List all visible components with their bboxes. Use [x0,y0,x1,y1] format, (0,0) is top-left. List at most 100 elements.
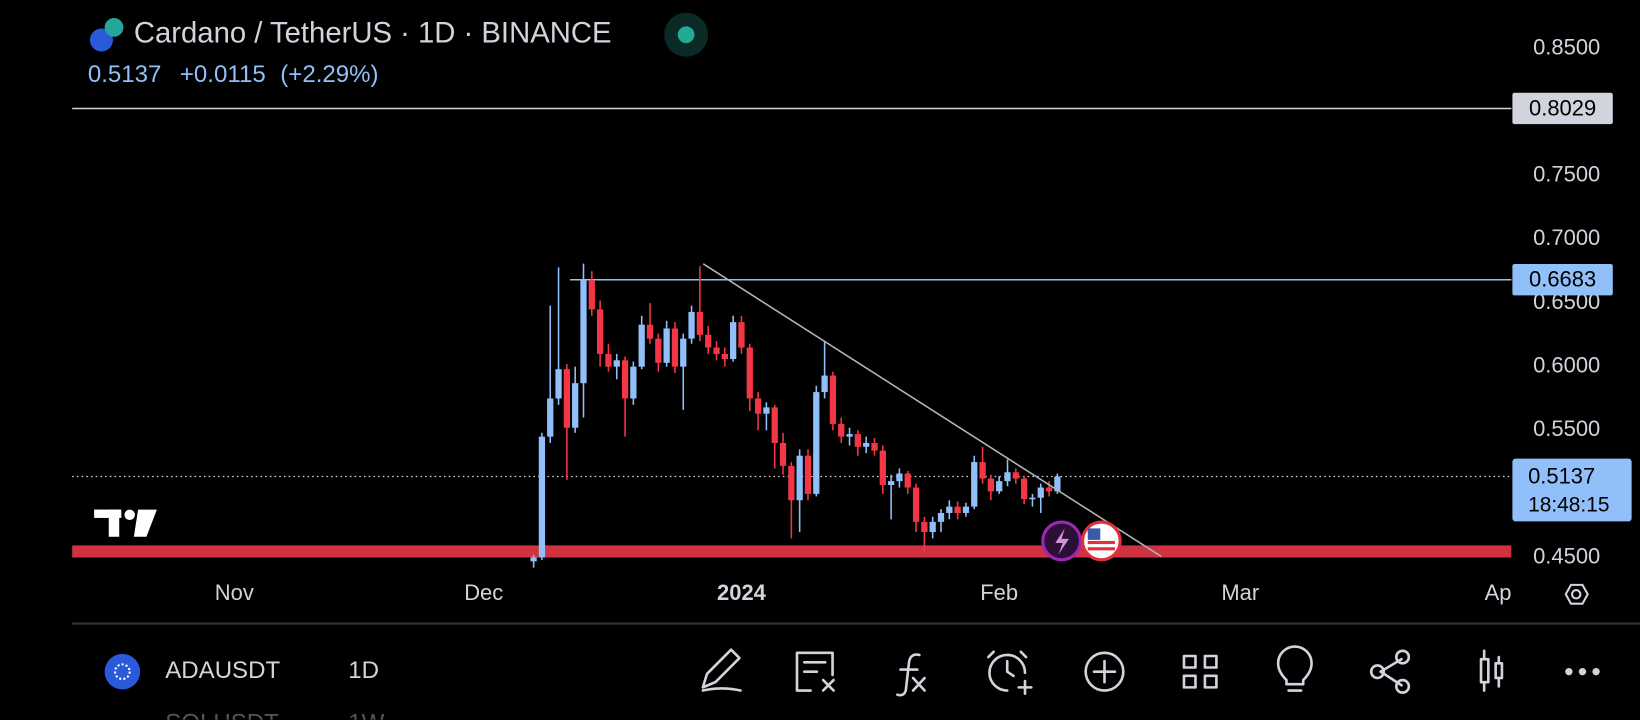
candle-body [937,512,945,522]
event-icon-bolt [1055,528,1069,555]
notes-tool[interactable] [795,651,835,692]
more-menu[interactable] [1565,668,1600,676]
candle-body [596,309,604,354]
add-tool[interactable] [1084,651,1125,692]
candle-body [1004,472,1011,482]
candle-body [613,360,620,367]
candle-body [962,506,970,513]
candle-body [821,375,828,393]
candle-body [530,557,537,562]
candle-body [846,434,853,437]
share-node [1369,664,1386,680]
last-price-box [1512,458,1632,522]
candle-body [996,481,1003,492]
x-tick-label: 2024 [717,580,767,605]
candle-body [547,398,554,437]
candle-body [1029,497,1036,500]
price-change: +0.0115 [180,61,266,88]
candle-body [638,324,645,367]
y-tick-label: 0.7500 [1533,162,1600,187]
candle-body [838,423,845,437]
candle-body [912,487,920,522]
watchlist-interval: 4h [348,603,375,630]
chart-type-tool[interactable] [1479,649,1504,692]
watchlist-interval: 1W [348,709,384,720]
y-tick-label: 0.6000 [1533,352,1600,377]
support-zone [72,545,1512,558]
candle-body [987,478,995,492]
candle-body [588,280,595,310]
candle-body [713,347,720,354]
candle-body [630,366,637,399]
countdown: 18:48:15 [1528,493,1609,516]
candle-body [804,455,812,494]
y-tick-label: 0.5500 [1533,416,1600,441]
market-status-dot [677,26,695,44]
y-tick-label: 0.8500 [1533,34,1600,59]
candle-body [879,450,886,485]
candle-body [929,521,936,533]
candle-body [813,392,820,494]
y-tick-label: 0.4500 [1533,543,1600,568]
tv-logo [94,509,157,537]
candle-body [754,398,762,414]
x-tick-label: Mar [1221,580,1259,605]
candle-body [771,407,778,443]
plot: 0.45000.50000.55000.60000.65000.70000.75… [72,34,1632,605]
candle-body [871,442,878,451]
candle-body [655,338,662,363]
share-node [1394,649,1411,665]
add-plus [1092,659,1117,684]
candle-body [696,311,704,335]
layout-tool[interactable] [1182,654,1218,689]
last-price: 0.5137 [88,61,162,88]
candle-body [746,347,753,399]
watchlist-symbol[interactable]: MATICUSDT [165,603,304,630]
candle-body [1037,487,1044,498]
candle-body [738,322,745,348]
ideas-tool[interactable] [1276,645,1313,692]
candle-body [921,521,928,533]
ada-logo [104,653,141,690]
last-price-label: 0.5137 [1528,463,1595,488]
candle-body [946,506,953,513]
flag-canton [1087,528,1101,540]
candle-body [979,462,986,479]
trendline [702,263,1162,558]
draw-tool[interactable] [701,648,742,692]
candle-body [887,481,895,485]
candle-body [621,360,629,399]
y-tick-label: 0.7000 [1533,225,1600,250]
candle-body [663,328,670,363]
indicators-tool[interactable] [896,653,926,697]
candle-body [763,407,770,414]
candle-body [580,280,587,384]
symbol-title: Cardano / TetherUS · 1D · BINANCE [134,16,612,49]
x-tick-label: Ap [1485,580,1512,605]
flag-stripe [1087,547,1115,551]
price-box-label: 0.8029 [1529,95,1596,120]
candle-body [671,328,679,367]
candle-body [721,353,728,360]
watchlist: MATICUSDT 4h SOLUSDT 1W [165,603,384,720]
price-box [1512,264,1613,296]
watchlist-symbol[interactable]: ADAUSDT [165,657,280,684]
candle-body [572,383,579,428]
symbol-icon [89,17,124,52]
candle-body [788,465,795,501]
ada-logo-mark [114,663,131,681]
settings-icon[interactable] [1564,583,1589,605]
candle-body [971,462,978,507]
candle-body [730,322,737,360]
percent-change: (+2.29%) [280,61,378,88]
candle-body [680,338,687,367]
candle-body [863,442,870,447]
candle-body [954,506,961,513]
candle-body [1021,478,1028,499]
watchlist-symbol[interactable]: SOLUSDT [165,709,279,720]
candle-body [605,353,612,367]
alert-tool[interactable] [987,650,1033,695]
candle-body [854,434,861,447]
